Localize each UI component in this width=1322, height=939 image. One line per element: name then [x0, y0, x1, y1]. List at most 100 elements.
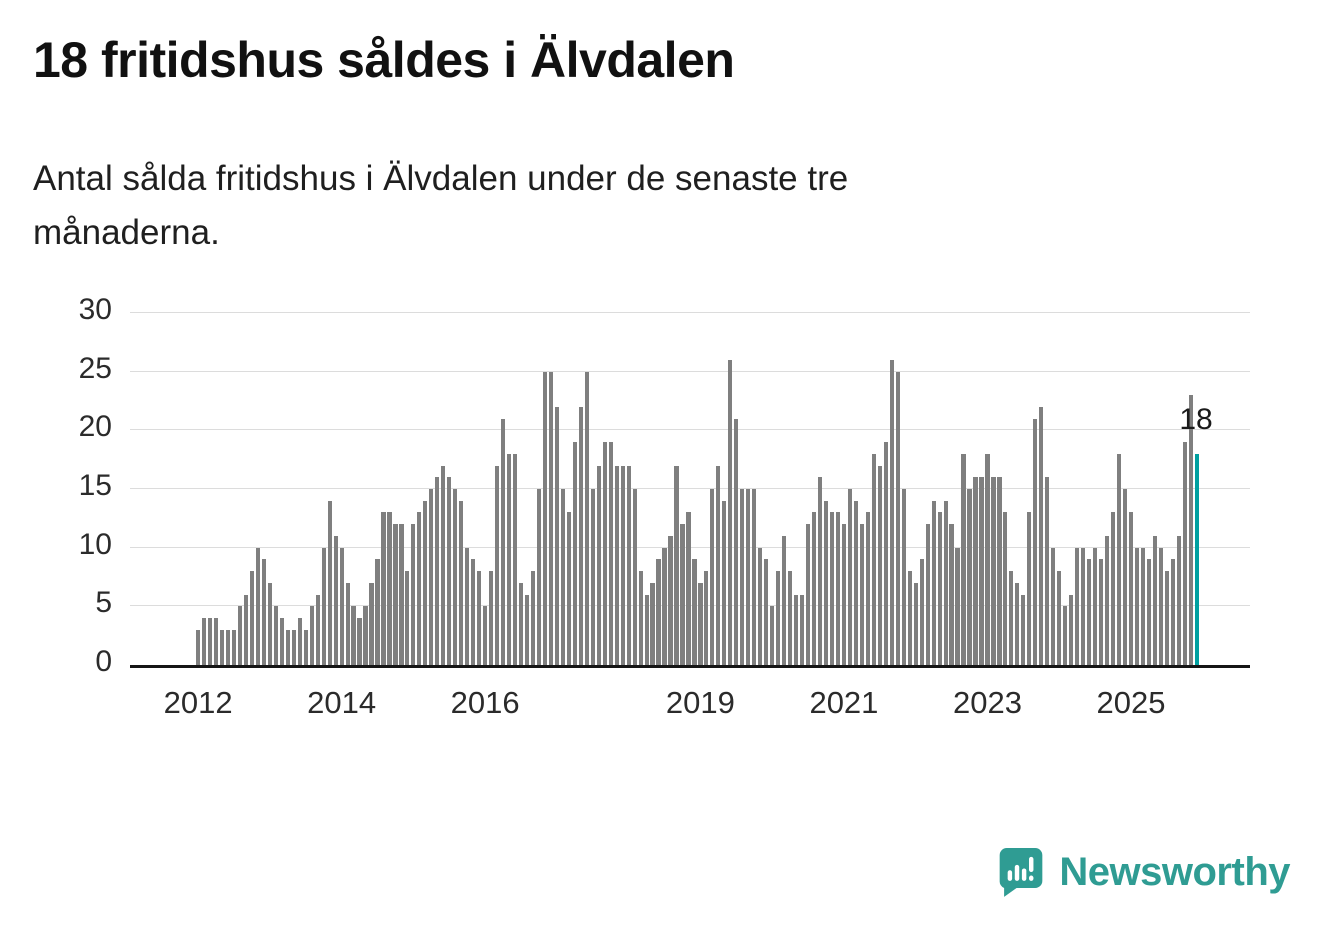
bar [1182, 442, 1187, 665]
bar [261, 559, 266, 665]
bar [471, 559, 476, 665]
bar [847, 489, 852, 665]
bar [542, 371, 548, 665]
bar [255, 547, 260, 665]
bar [728, 359, 733, 665]
bar [1021, 594, 1026, 665]
bar [477, 571, 482, 665]
chart-subtitle: Antal sålda fritidshus i Älvdalen under … [33, 159, 849, 253]
bar [441, 465, 446, 665]
bar [674, 465, 679, 665]
bar [644, 594, 649, 665]
bar [554, 406, 559, 665]
bar [1045, 477, 1050, 665]
bar [1170, 559, 1175, 665]
y-axis-tick-label: 15 [78, 469, 112, 502]
bar [411, 524, 416, 665]
bar [405, 571, 410, 665]
bar [961, 453, 966, 665]
bar [919, 559, 924, 665]
bar [1069, 594, 1074, 665]
y-axis-tick-label: 25 [78, 351, 112, 385]
bar [1122, 489, 1128, 665]
bar [1188, 395, 1193, 665]
bar [949, 524, 954, 665]
highlighted-bar [1194, 453, 1199, 665]
bar [979, 477, 984, 665]
last-value-label: 18 [1179, 403, 1213, 436]
bar [608, 442, 613, 665]
bar [213, 618, 219, 665]
bar [465, 547, 470, 665]
bar [351, 606, 356, 665]
bar [710, 489, 715, 665]
bar [381, 512, 386, 665]
bar [1104, 535, 1110, 665]
bar [602, 442, 607, 665]
bar [321, 547, 326, 665]
bar [991, 477, 996, 665]
bar [752, 489, 757, 665]
bar [734, 418, 739, 665]
bar [560, 489, 565, 665]
bar [829, 512, 835, 665]
bar [1027, 512, 1032, 665]
bar [1063, 606, 1068, 665]
bar [596, 465, 601, 665]
bar [770, 606, 775, 665]
bar [776, 571, 781, 665]
bar [447, 477, 452, 665]
bar [746, 489, 751, 665]
bar [369, 582, 374, 665]
bar [901, 489, 906, 665]
bar [339, 547, 344, 665]
bar [518, 582, 524, 665]
bar [429, 489, 434, 665]
bar [453, 489, 458, 665]
bar [865, 512, 870, 665]
bar [841, 524, 847, 665]
bar [823, 500, 829, 665]
bar [662, 547, 667, 665]
y-axis-tick-label: 0 [95, 645, 112, 678]
bar [1087, 559, 1092, 665]
bar [985, 453, 990, 665]
x-axis-line [130, 665, 1250, 668]
bars-group [196, 313, 1206, 665]
bar [817, 477, 823, 665]
bar [225, 629, 231, 665]
bar [231, 629, 237, 665]
bar [889, 359, 894, 665]
bar [907, 571, 912, 665]
gridline [130, 488, 1250, 489]
bar [859, 524, 864, 665]
bar [614, 465, 619, 665]
x-axis-tick-label: 2023 [952, 685, 1022, 720]
bar [584, 371, 589, 665]
bar [309, 606, 314, 665]
bar [1033, 418, 1038, 665]
bar [1128, 512, 1134, 665]
gridline [130, 312, 1250, 313]
bar [620, 465, 625, 665]
bar [512, 453, 518, 665]
bar [997, 477, 1002, 665]
bar [483, 606, 488, 665]
page-title: 18 fritidshus såldes i Älvdalen [33, 32, 735, 88]
bar [387, 512, 392, 665]
bar [435, 477, 440, 665]
bar [1176, 535, 1181, 665]
bar [740, 489, 745, 665]
bar [506, 453, 512, 665]
bar [375, 559, 380, 665]
bar [459, 500, 464, 665]
plot-area [130, 312, 1250, 668]
bar [417, 512, 422, 665]
bar [524, 594, 530, 665]
bar [967, 489, 972, 665]
x-axis-tick-label: 2019 [665, 685, 735, 720]
bar [273, 606, 278, 665]
bar [566, 512, 571, 665]
bar [572, 442, 577, 665]
bar [1164, 571, 1169, 665]
